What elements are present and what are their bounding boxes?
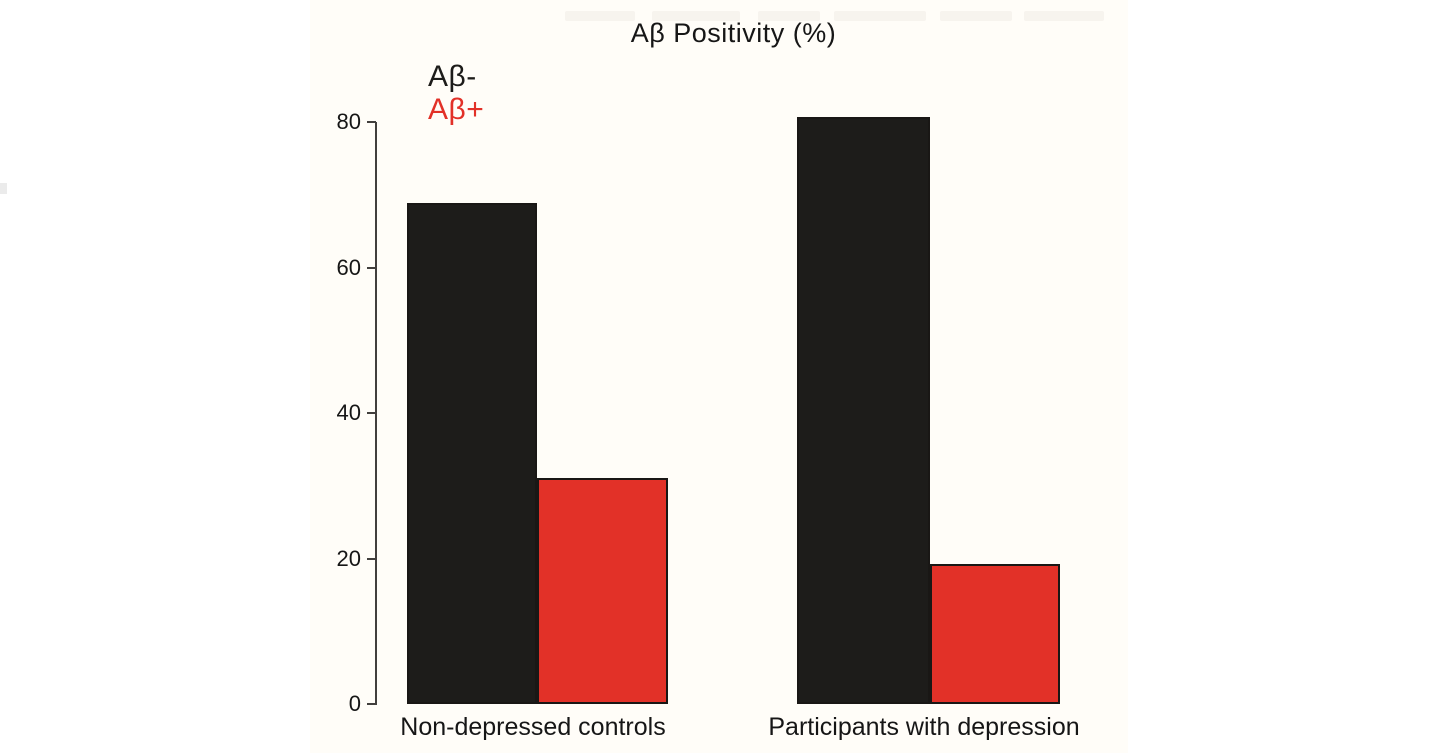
bar-abeta-negative-controls bbox=[407, 202, 537, 704]
y-tick-label: 20 bbox=[336, 545, 361, 571]
bar-abeta-positive-controls bbox=[537, 477, 668, 704]
y-tick-mark bbox=[367, 412, 376, 414]
y-tick-label: 0 bbox=[348, 691, 361, 716]
bar-abeta-negative-depression bbox=[797, 116, 930, 704]
artifact-smudge bbox=[652, 11, 740, 21]
artifact-smudge bbox=[834, 11, 926, 21]
artifact-smudge bbox=[940, 11, 1012, 21]
artifact-smudge bbox=[1024, 11, 1104, 21]
y-tick-label: 80 bbox=[336, 109, 361, 134]
x-axis-label-controls: Non-depressed controls bbox=[400, 713, 666, 741]
chart-title: Aβ Positivity (%) bbox=[630, 18, 837, 48]
artifact-mark bbox=[0, 183, 7, 194]
plot-area: 0 20 40 60 80 bbox=[310, 109, 1128, 716]
y-tick-label: 40 bbox=[336, 400, 361, 425]
artifact-smudge bbox=[565, 11, 635, 21]
y-axis bbox=[375, 122, 377, 705]
x-axis-label-depression: Participants with depression bbox=[768, 713, 1080, 741]
bar-abeta-positive-depression bbox=[930, 563, 1060, 704]
legend-item-abeta-positive: Aβ+ bbox=[428, 93, 485, 126]
y-tick-label: 60 bbox=[336, 254, 361, 280]
chart-legend: Aβ- Aβ+ bbox=[428, 60, 484, 126]
y-tick-mark bbox=[367, 557, 376, 560]
y-tick-mark bbox=[367, 121, 376, 123]
artifact-smudge bbox=[758, 11, 820, 21]
y-tick-mark bbox=[367, 703, 376, 705]
legend-item-abeta-negative: Aβ- bbox=[428, 60, 477, 93]
y-tick-mark bbox=[367, 266, 376, 269]
chart-figure: Aβ Positivity (%) Aβ- Aβ+ 0 20 40 60 bbox=[310, 0, 1128, 753]
